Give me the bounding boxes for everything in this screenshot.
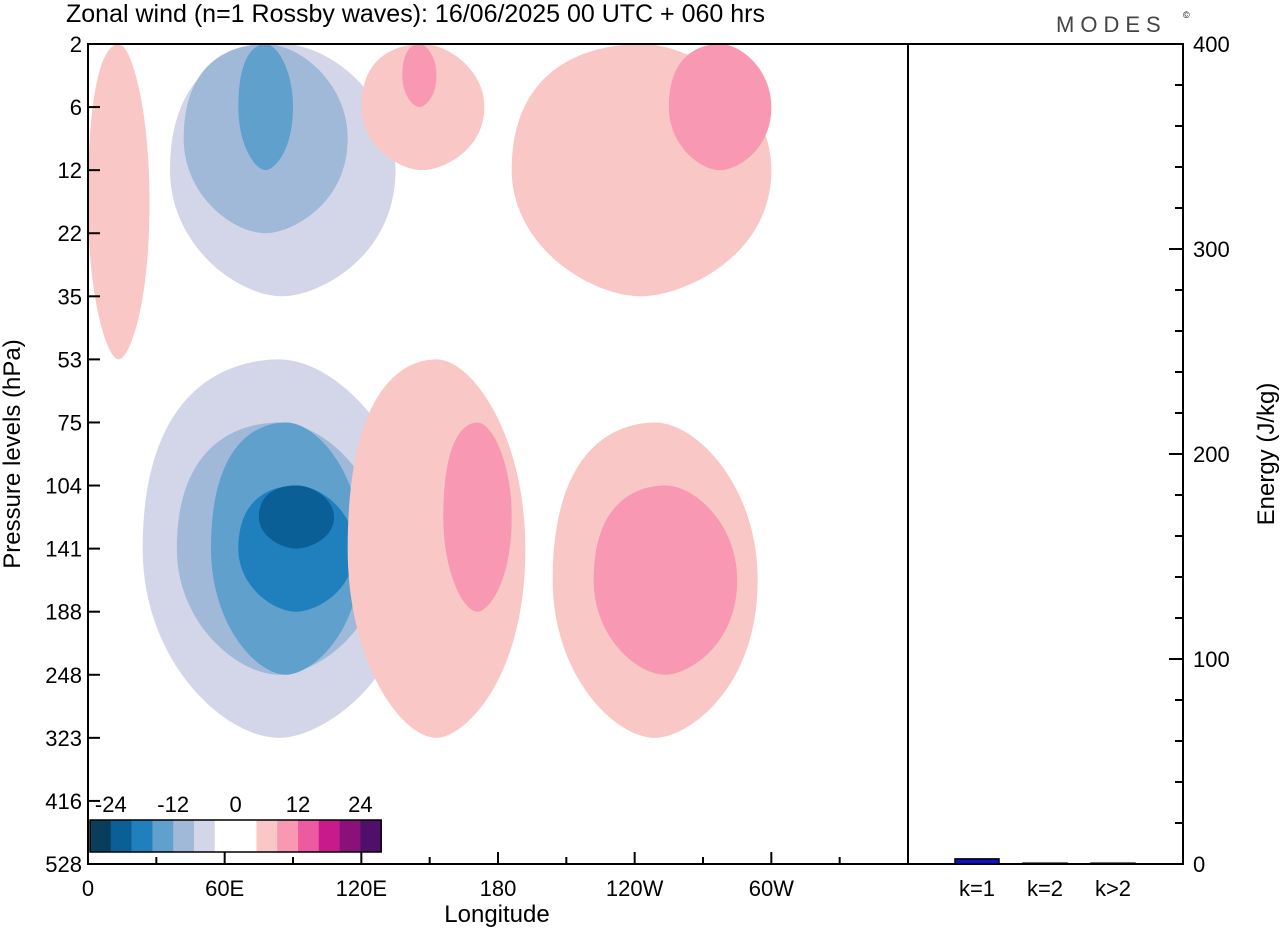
contour-region-pos-10 — [402, 44, 437, 108]
y-tick-label: 2 — [70, 32, 82, 57]
contour-region-pos-9 — [361, 44, 485, 171]
x-tick-label: 120W — [606, 876, 664, 901]
chart-title: Zonal wind (n=1 Rossby waves): 16/06/202… — [66, 0, 765, 28]
x-tick-label: 120E — [336, 876, 387, 901]
longitude-axis: 0 60E 120E 180 120W 60W — [82, 852, 841, 901]
energy-tick-label: 0 — [1193, 852, 1205, 877]
colorbar-swatch — [339, 820, 361, 852]
colorbar-swatch — [235, 820, 257, 852]
contour-region-pos-16 — [593, 485, 738, 675]
colorbar-tick-label: 24 — [348, 792, 372, 817]
colorbar-swatch — [194, 820, 216, 852]
y-tick-label: 416 — [45, 789, 82, 814]
pressure-axis: 2 6 12 22 35 53 75 104 141 188 248 323 416 528 — [45, 32, 100, 877]
y-tick-label: 12 — [58, 158, 82, 183]
energy-tick-label: 200 — [1193, 442, 1230, 467]
contour-plot — [88, 44, 772, 738]
colorbar-swatch — [131, 820, 153, 852]
colorbar: -24 -12 0 12 24 — [89, 792, 382, 853]
contour-region-neg-4 — [258, 485, 334, 549]
energy-category-label: k>2 — [1095, 876, 1131, 901]
y-tick-label: 35 — [58, 284, 82, 309]
x-tick-label: 60E — [205, 876, 244, 901]
energy-axis-label: Energy (J/kg) — [1253, 383, 1280, 526]
x-tick-label: 180 — [480, 876, 517, 901]
contour-region-neg-7 — [238, 44, 293, 171]
energy-category-label: k=2 — [1027, 876, 1063, 901]
colorbar-swatch — [110, 820, 132, 852]
y-tick-label: 104 — [45, 474, 82, 499]
colorbar-swatch — [298, 820, 320, 852]
modes-logo: MODES © — [1056, 10, 1190, 37]
energy-bar-k1 — [954, 858, 1000, 865]
energy-bar-kgt2 — [1090, 862, 1136, 865]
y-axis-label: Pressure levels (hPa) — [0, 339, 26, 568]
x-tick-label: 60W — [749, 876, 794, 901]
energy-tick-label: 300 — [1193, 237, 1230, 262]
colorbar-frame — [89, 819, 382, 853]
energy-panel-frame — [907, 43, 1184, 865]
contour-region-pos-8 — [88, 44, 150, 360]
y-tick-label: 141 — [45, 537, 82, 562]
y-tick-label: 528 — [45, 852, 82, 877]
y-tick-label: 22 — [58, 221, 82, 246]
colorbar-swatch — [360, 820, 382, 852]
y-tick-label: 248 — [45, 663, 82, 688]
y-tick-label: 323 — [45, 726, 82, 751]
colorbar-swatch — [214, 820, 236, 852]
y-tick-label: 53 — [58, 347, 82, 372]
energy-bar-k2 — [1022, 862, 1068, 865]
colorbar-tick-label: 12 — [286, 792, 310, 817]
x-axis-label: Longitude — [444, 901, 549, 928]
energy-tick-label: 100 — [1193, 647, 1230, 672]
contour-region-pos-12 — [668, 44, 772, 171]
contour-region-pos-14 — [443, 422, 512, 612]
colorbar-swatch — [318, 820, 340, 852]
energy-tick-label: 400 — [1193, 32, 1230, 57]
colorbar-swatch — [277, 820, 299, 852]
colorbar-tick-label: -24 — [95, 792, 127, 817]
colorbar-swatch — [256, 820, 278, 852]
modes-logo-mark: © — [1183, 10, 1190, 20]
energy-category-label: k=1 — [959, 876, 995, 901]
colorbar-swatch — [152, 820, 174, 852]
colorbar-tick-label: 0 — [229, 792, 241, 817]
colorbar-swatch — [173, 820, 195, 852]
x-tick-label: 0 — [82, 876, 94, 901]
y-tick-label: 188 — [45, 600, 82, 625]
y-tick-label: 6 — [70, 95, 82, 120]
energy-bars: k=1 k=2 k>2 — [954, 858, 1136, 901]
energy-axis: 0 100 200 300 400 — [1169, 32, 1230, 877]
y-tick-label: 75 — [58, 410, 82, 435]
colorbar-tick-label: -12 — [157, 792, 189, 817]
modes-logo-text: MODES — [1056, 12, 1167, 37]
colorbar-swatch — [90, 820, 112, 852]
